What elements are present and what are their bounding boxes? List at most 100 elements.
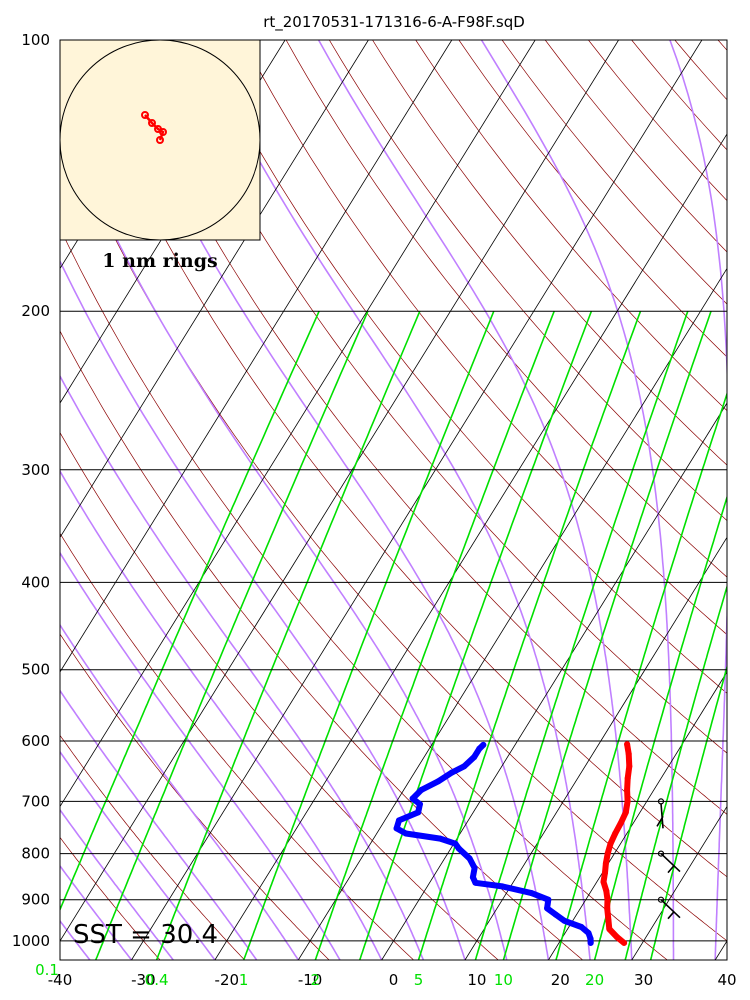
dewpoint-point (393, 825, 400, 832)
dry-adiabat-line (242, 40, 727, 636)
mixing-ratio-line (358, 310, 593, 960)
dry-adiabat-line (372, 40, 727, 466)
moist-adiabat-line (60, 808, 174, 960)
mixing-ratio-line (502, 310, 712, 960)
dewpoint-point (552, 911, 559, 918)
y-tick-label: 300 (21, 461, 50, 479)
mixing-ratio-line (624, 584, 727, 960)
mixing-ratio-line (649, 664, 727, 960)
inset-track-point (159, 128, 167, 136)
temperature-point (604, 850, 611, 857)
temperature-point (622, 809, 629, 816)
isotherm-line (214, 133, 727, 960)
dry-adiabat-line (199, 40, 727, 694)
moist-adiabat-line (317, 40, 633, 960)
wind-barb (657, 896, 681, 920)
y-tick-label: 200 (21, 302, 50, 320)
y-tick-label: 500 (21, 661, 50, 679)
mixing-ratio-line (555, 391, 727, 960)
dewpoint-point (476, 745, 483, 752)
dewpoint-point (471, 754, 478, 760)
isotherms (0, 40, 727, 960)
inset-track-point (148, 119, 156, 127)
dewpoint-point (415, 809, 422, 816)
isotherm-line (381, 402, 727, 960)
x-tick-label: -10 (298, 971, 323, 989)
isotherm-line (131, 40, 703, 960)
temperature-point (600, 878, 607, 885)
moist-adiabat-line (60, 689, 258, 960)
temperature-point (612, 830, 619, 837)
dry-adiabat-line (717, 40, 727, 51)
y-tick-label: 1000 (12, 932, 50, 950)
isotherm-line (548, 671, 727, 960)
dewpoint-point (449, 769, 456, 776)
mixing-ratio-label: 10 (494, 971, 513, 989)
sounding-series (393, 741, 633, 946)
dewpoint-point (528, 890, 535, 897)
isobars (60, 40, 727, 942)
dewpoint-point (544, 905, 551, 912)
isotherm-line (60, 40, 536, 808)
y-axis-tick-labels: 100 200 300 400 500 600 700 800 900 1000 (12, 31, 50, 950)
dewpoint-point (587, 935, 594, 942)
temperature-point (626, 763, 633, 770)
temperature-point (603, 887, 610, 894)
inset-track-point (156, 136, 164, 144)
temperature-point (602, 869, 608, 876)
temperature-point (624, 741, 631, 748)
dewpoint-point (480, 741, 487, 748)
mixing-ratio-line (155, 310, 421, 960)
dry-adiabat-line (60, 330, 583, 960)
plot-area (0, 40, 727, 960)
temperature-point (604, 896, 611, 903)
y-tick-label: 700 (21, 792, 50, 810)
moist-adiabat-line (0, 40, 48, 960)
mixing-ratio-labels: 0.1 0.4 1 2 5 10 20 (35, 961, 604, 989)
dewpoint-point (409, 795, 416, 802)
isotherm-line (297, 267, 727, 960)
dry-adiabat-line (60, 836, 161, 960)
mixing-ratio-label: 0.1 (35, 961, 59, 979)
dewpoint-point (471, 865, 478, 871)
x-tick-label: 0 (389, 971, 399, 989)
dewpoint-point (402, 830, 409, 837)
y-tick-label: 400 (21, 573, 50, 591)
temperature-point (625, 750, 632, 757)
moist-adiabat-line (60, 374, 425, 960)
dry-adiabat-line (60, 431, 499, 960)
isotherm-line (0, 40, 35, 960)
mixing-ratio-label: 1 (239, 971, 249, 989)
dry-adiabat-line (60, 227, 668, 960)
temperature-point (621, 939, 628, 946)
inset-label: 1 nm rings (102, 250, 217, 272)
moist-adiabat-line (669, 40, 727, 960)
dry-adiabat-line (501, 40, 727, 305)
dewpoint-point (466, 855, 473, 862)
hodograph-inset (59, 39, 261, 241)
moist-adiabat-line (60, 864, 133, 960)
isotherm-line (464, 536, 727, 960)
dry-adiabat-line (60, 121, 727, 942)
dry-adiabat-line (458, 40, 727, 358)
dewpoint-point (499, 883, 506, 890)
dewpoint-point (435, 778, 442, 785)
mixing-ratio-label: 0.4 (145, 971, 169, 989)
moist-adiabat-line (60, 114, 508, 960)
x-tick-label: -20 (215, 971, 240, 989)
isotherm-line (60, 40, 453, 673)
isotherm-line (631, 805, 727, 960)
mixing-ratio-label: 5 (414, 971, 424, 989)
temperature-point (624, 798, 631, 805)
temperature-point (624, 775, 631, 782)
dewpoint-point (456, 845, 462, 852)
dewpoint-point (561, 917, 568, 924)
dry-adiabat-line (113, 40, 727, 815)
dewpoint-point (461, 763, 468, 770)
x-axis-tick-labels: -40 -30 -20 -10 0 10 20 30 40 (48, 971, 737, 989)
inset-track (141, 111, 167, 144)
mixing-ratio-label: 2 (311, 971, 321, 989)
y-tick-label: 600 (21, 732, 50, 750)
wind-barbs (656, 798, 681, 920)
